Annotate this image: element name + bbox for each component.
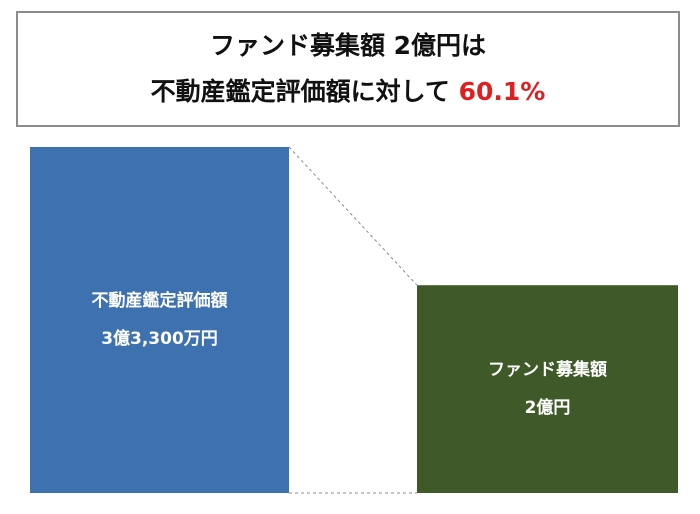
bar-value-label-1: 2億円 — [525, 397, 571, 418]
connector-line-top — [288, 146, 418, 286]
bar-value-label-0: 3億3,300万円 — [101, 328, 218, 349]
title-line-2: 不動産鑑定評価額に対して 60.1% — [151, 69, 546, 115]
ratio-highlight: 60.1% — [458, 77, 546, 106]
title-line-2-text: 不動産鑑定評価額に対して — [150, 77, 459, 106]
bar-appraisal — [30, 147, 289, 493]
title-box: ファンド募集額 2億円は 不動産鑑定評価額に対して 60.1% — [16, 11, 680, 127]
bar-category-label-0: 不動産鑑定評価額 — [92, 290, 228, 311]
title-line-1: ファンド募集額 2億円は — [209, 31, 487, 60]
bar-category-label-1: ファンド募集額 — [488, 359, 607, 380]
bar-fund — [417, 285, 678, 493]
